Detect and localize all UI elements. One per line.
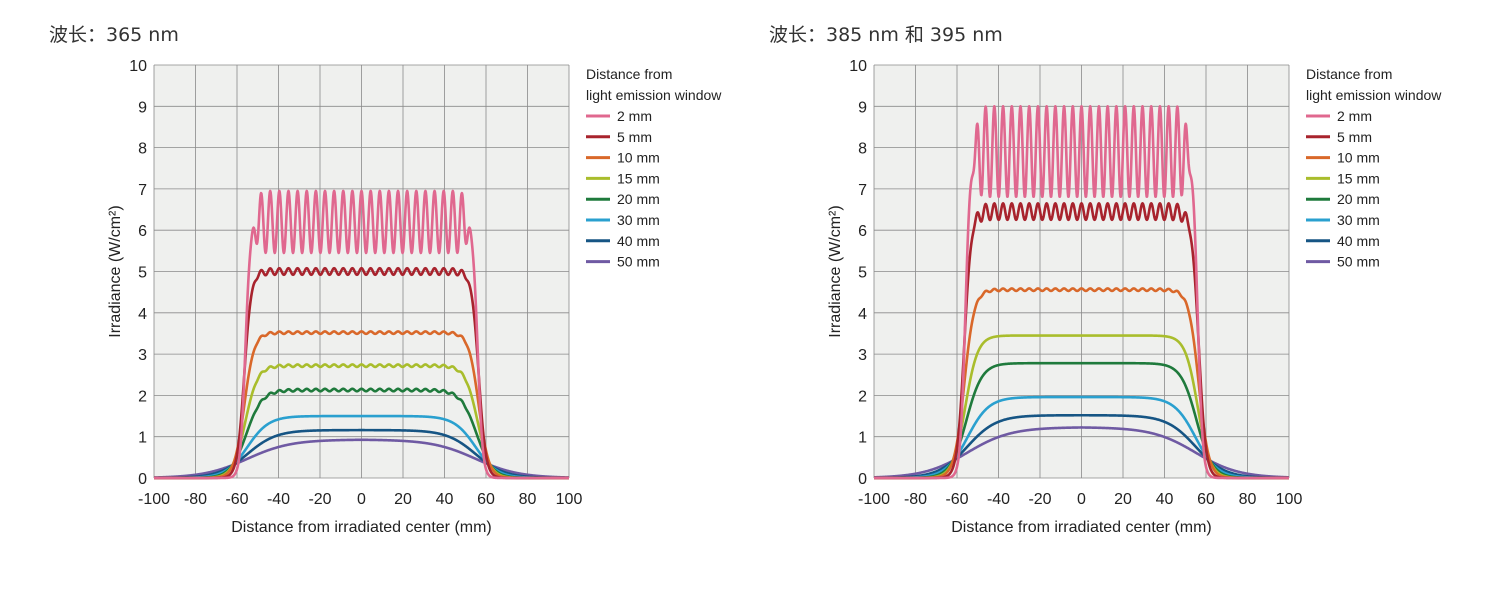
y-tick-label: 2: [138, 388, 147, 405]
x-tick-label: 20: [394, 491, 412, 508]
series-line-30mm: [154, 414, 569, 480]
series-group: [154, 189, 569, 480]
legend-entry: 5 mm: [617, 129, 652, 145]
irradiance-chart-385-395: 0 1 2 3 4 5 6 7 8 9 10 -100 -80 -60 -40 -20 0 20 40 60 80 100…: [827, 58, 1442, 536]
legend-entry: 20 mm: [1337, 191, 1380, 207]
y-tick-label: 9: [138, 99, 147, 116]
x-tick-label: -60: [225, 491, 248, 508]
legend-entry: 10 mm: [1337, 150, 1380, 166]
y-tick-label: 8: [858, 141, 867, 158]
series-line-40mm: [154, 428, 569, 480]
x-tick-label: -80: [184, 491, 207, 508]
legend-entry: 2 mm: [617, 108, 652, 124]
y-tick-label: 7: [138, 182, 147, 199]
chart-title: 波长：385 nm 和 395 nm: [769, 24, 1003, 46]
legend-entry: 40 mm: [1337, 233, 1380, 249]
chart-panel-365: 波长：365 nm 0 1 2 3 4 5 6 7 8 9 10 -100 -80 -60 -40 -20 0 2…: [0, 0, 740, 599]
legend-entry: 2 mm: [1337, 108, 1372, 124]
series-line-20mm: [874, 361, 1289, 480]
x-tick-label: 0: [1077, 491, 1086, 508]
legend-title: light emission window: [1306, 87, 1442, 103]
x-axis-label: Distance from irradiated center (mm): [231, 519, 492, 536]
x-tick-label: 60: [477, 491, 495, 508]
x-tick-label: -100: [858, 491, 890, 508]
legend-title: Distance from: [586, 66, 672, 82]
legend-entry: 15 mm: [617, 170, 660, 186]
y-axis-label: Irradiance (W/cm²): [107, 205, 124, 337]
y-tick-label: 0: [138, 471, 147, 488]
y-axis-label: Irradiance (W/cm²): [827, 205, 844, 337]
x-tick-label: 40: [436, 491, 454, 508]
y-tick-label: 4: [138, 306, 147, 323]
chart-panel-385-395: 波长：385 nm 和 395 nm 0 1 2 3 4 5 6 7 8 9 10 -100 -80 -6…: [720, 0, 1460, 599]
y-tick-label: 0: [858, 471, 867, 488]
y-tick-label: 1: [138, 430, 147, 447]
series-line-30mm: [874, 395, 1289, 480]
x-tick-label: 80: [519, 491, 537, 508]
y-tick-label: 10: [849, 58, 867, 75]
y-tick-label: 5: [138, 265, 147, 282]
y-tick-label: 3: [858, 347, 867, 364]
y-tick-label: 6: [138, 223, 147, 240]
series-line-50mm: [874, 426, 1289, 479]
x-tick-label: 60: [1197, 491, 1215, 508]
legend-entry: 50 mm: [617, 254, 660, 270]
y-tick-label: 2: [858, 388, 867, 405]
x-tick-label: 100: [1276, 491, 1303, 508]
x-tick-label: -80: [904, 491, 927, 508]
y-tick-label: 9: [858, 99, 867, 116]
legend-entry: 15 mm: [1337, 170, 1380, 186]
series-line-40mm: [874, 413, 1289, 480]
series-line-2mm: [154, 189, 569, 480]
legend-entry: 10 mm: [617, 150, 660, 166]
legend-title: Distance from: [1306, 66, 1392, 82]
series-line-2mm: [874, 105, 1289, 480]
x-tick-label: -20: [308, 491, 331, 508]
legend-entry: 20 mm: [617, 191, 660, 207]
legend-entry: 5 mm: [1337, 129, 1372, 145]
irradiance-chart-365: 0 1 2 3 4 5 6 7 8 9 10 -100 -80 -60 -40 -20 0 20 40 60 80 100…: [107, 58, 722, 536]
x-axis-label: Distance from irradiated center (mm): [951, 519, 1212, 536]
x-tick-label: -40: [987, 491, 1010, 508]
chart-title: 波长：365 nm: [49, 24, 179, 46]
legend-entry: 30 mm: [1337, 212, 1380, 228]
series-group: [874, 105, 1289, 480]
legend-entry: 50 mm: [1337, 254, 1380, 270]
x-tick-label: 20: [1114, 491, 1132, 508]
x-tick-label: -100: [138, 491, 170, 508]
y-tick-label: 6: [858, 223, 867, 240]
legend-title: light emission window: [586, 87, 722, 103]
y-tick-label: 4: [858, 306, 867, 323]
legend-entry: 30 mm: [617, 212, 660, 228]
x-tick-label: -60: [945, 491, 968, 508]
y-tick-label: 8: [138, 141, 147, 158]
series-line-10mm: [154, 330, 569, 480]
x-tick-label: 100: [556, 491, 583, 508]
y-tick-label: 7: [858, 182, 867, 199]
x-tick-label: 40: [1156, 491, 1174, 508]
x-tick-label: -40: [267, 491, 290, 508]
series-line-50mm: [154, 438, 569, 479]
legend-entry: 40 mm: [617, 233, 660, 249]
y-tick-label: 1: [858, 430, 867, 447]
x-tick-label: -20: [1028, 491, 1051, 508]
x-tick-label: 80: [1239, 491, 1257, 508]
y-tick-label: 5: [858, 265, 867, 282]
y-tick-label: 10: [129, 58, 147, 75]
x-tick-label: 0: [357, 491, 366, 508]
series-line-10mm: [874, 287, 1289, 480]
y-tick-label: 3: [138, 347, 147, 364]
